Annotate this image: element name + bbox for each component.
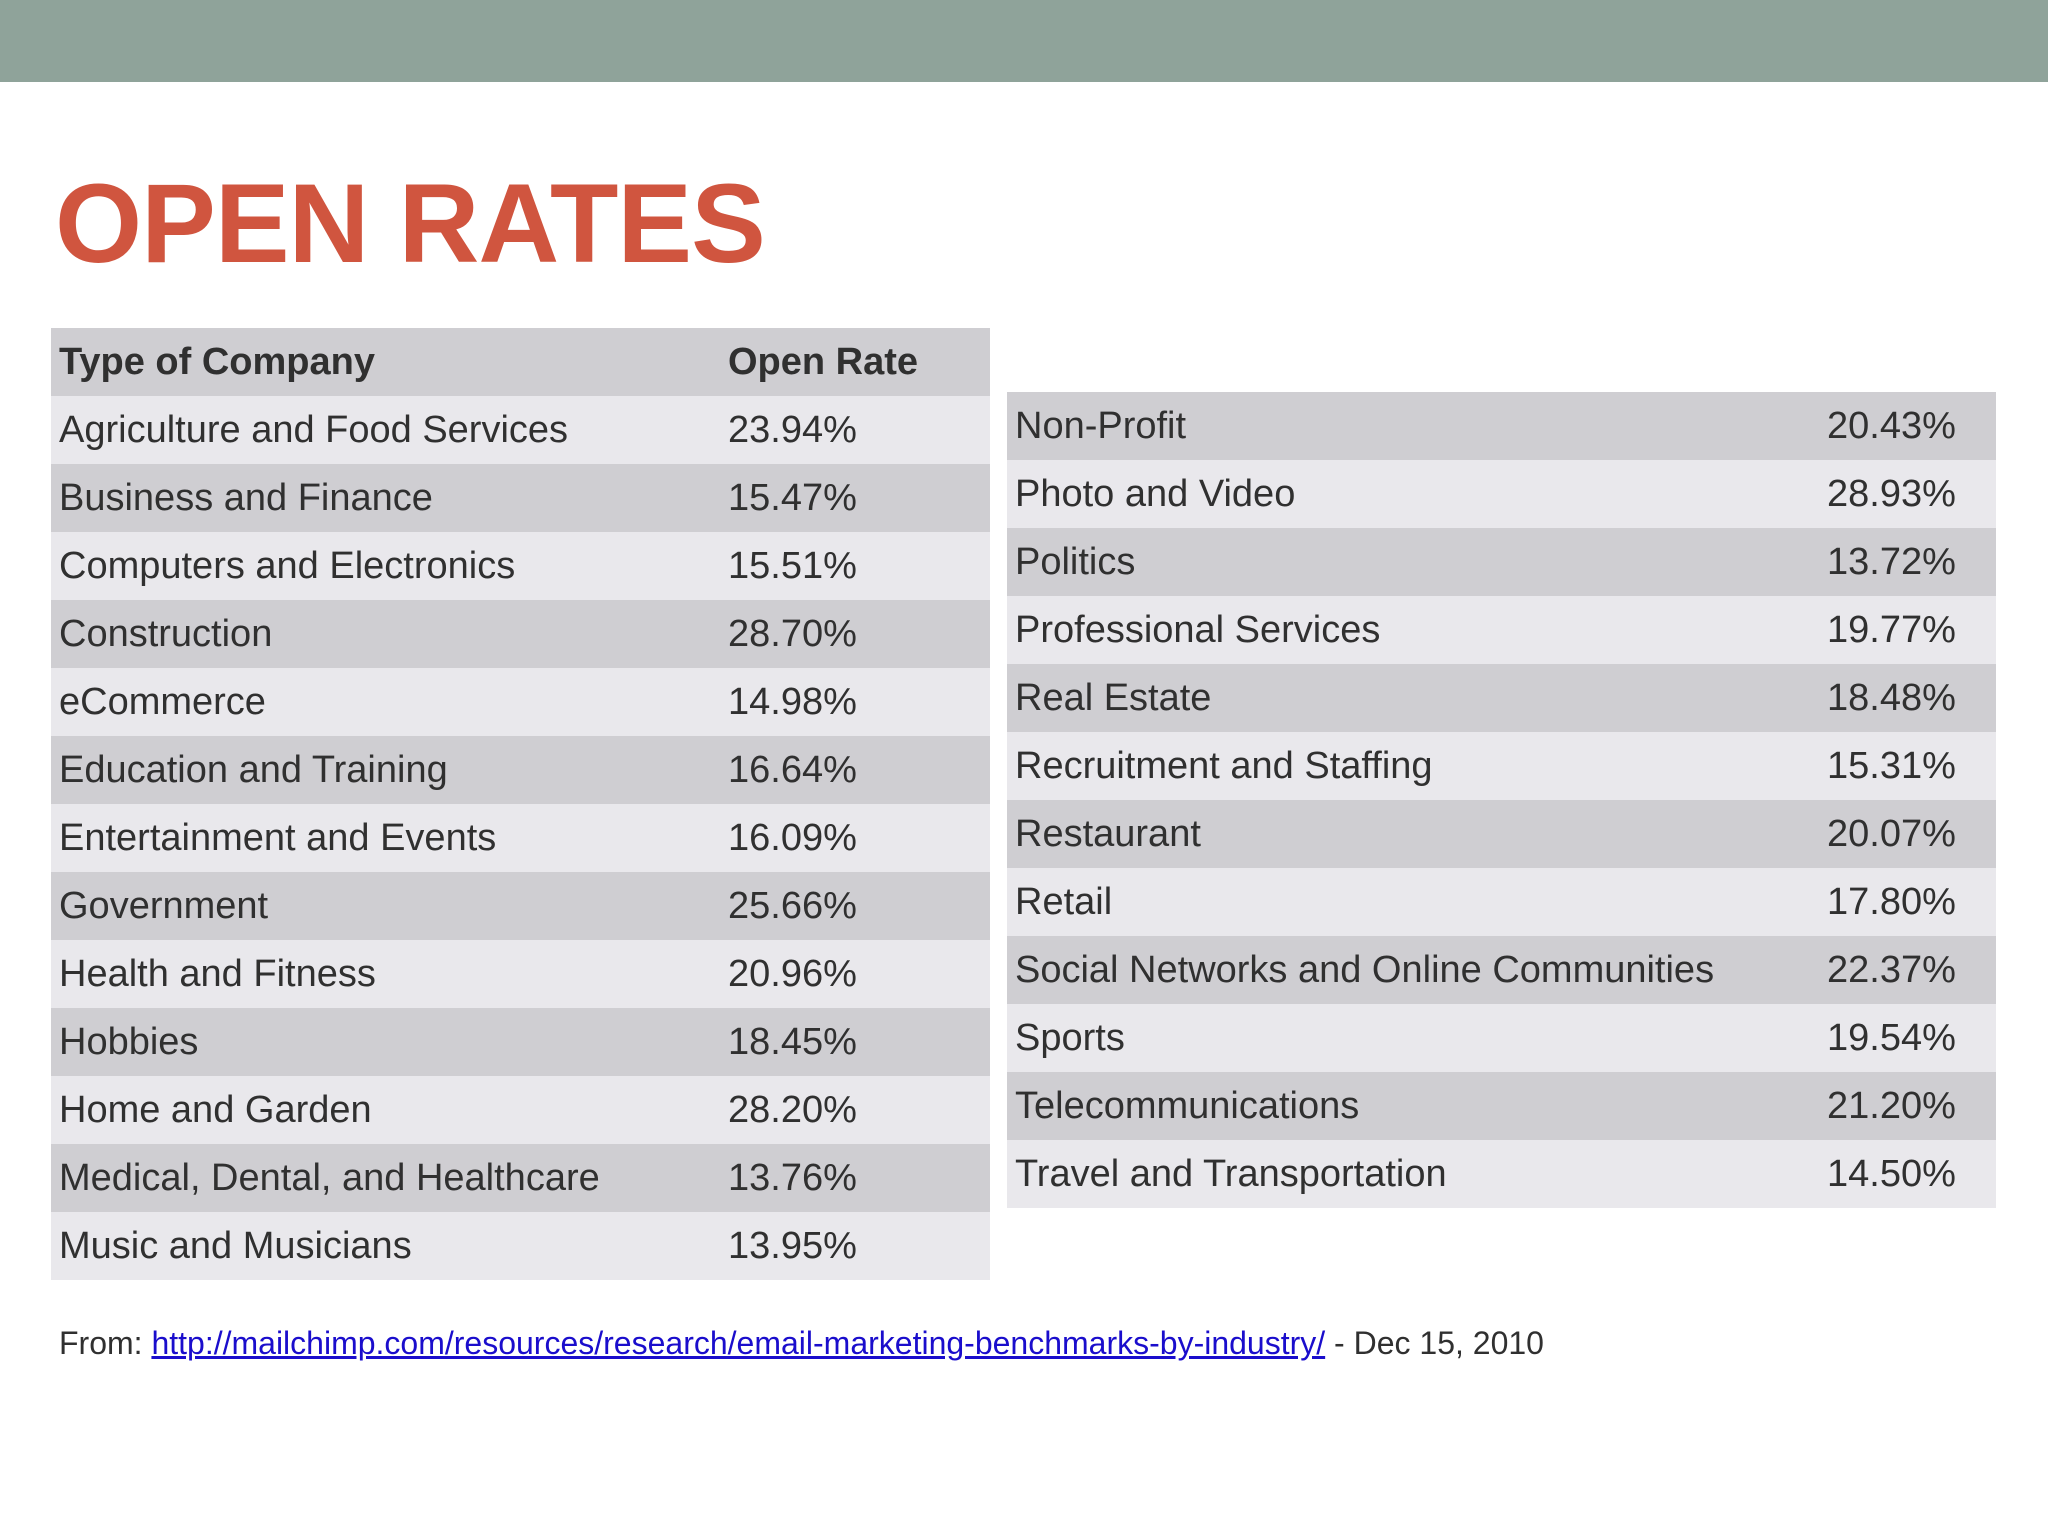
company-type-cell: Politics	[1007, 528, 1819, 596]
company-type-cell: Sports	[1007, 1004, 1819, 1072]
open-rate-cell: 17.80%	[1819, 868, 1996, 936]
open-rate-cell: 20.43%	[1819, 392, 1996, 460]
company-type-cell: Non-Profit	[1007, 392, 1819, 460]
company-type-cell: eCommerce	[51, 668, 720, 736]
source-date: - Dec 15, 2010	[1325, 1325, 1544, 1361]
open-rate-cell: 21.20%	[1819, 1072, 1996, 1140]
open-rate-cell: 15.51%	[720, 532, 990, 600]
open-rate-cell: 15.47%	[720, 464, 990, 532]
table-row: Business and Finance 15.47%	[51, 464, 990, 532]
open-rates-table-right: Non-Profit 20.43% Photo and Video 28.93% Pol…	[1007, 392, 1996, 1208]
table-header-row: Type of Company Open Rate	[51, 328, 990, 396]
open-rate-cell: 16.64%	[720, 736, 990, 804]
company-type-cell: Photo and Video	[1007, 460, 1819, 528]
company-type-cell: Music and Musicians	[51, 1212, 720, 1280]
open-rate-cell: 18.45%	[720, 1008, 990, 1076]
table-row: eCommerce 14.98%	[51, 668, 990, 736]
company-type-cell: Real Estate	[1007, 664, 1819, 732]
table-row: Construction 28.70%	[51, 600, 990, 668]
table-row: Real Estate 18.48%	[1007, 664, 1996, 732]
company-type-cell: Agriculture and Food Services	[51, 396, 720, 464]
company-type-cell: Travel and Transportation	[1007, 1140, 1819, 1208]
open-rate-cell: 28.70%	[720, 600, 990, 668]
table-row: Government 25.66%	[51, 872, 990, 940]
open-rate-cell: 25.66%	[720, 872, 990, 940]
table-row: Medical, Dental, and Healthcare 13.76%	[51, 1144, 990, 1212]
table-row: Retail 17.80%	[1007, 868, 1996, 936]
source-citation: From: http://mailchimp.com/resources/res…	[59, 1325, 1544, 1362]
company-type-cell: Retail	[1007, 868, 1819, 936]
company-type-cell: Education and Training	[51, 736, 720, 804]
slide-title: OPEN RATES	[55, 161, 766, 286]
open-rate-cell: 13.76%	[720, 1144, 990, 1212]
open-rate-cell: 23.94%	[720, 396, 990, 464]
open-rate-cell: 15.31%	[1819, 732, 1996, 800]
table-row: Home and Garden 28.20%	[51, 1076, 990, 1144]
table-row: Travel and Transportation 14.50%	[1007, 1140, 1996, 1208]
open-rates-table-left: Type of Company Open Rate Agriculture an…	[51, 328, 990, 1280]
source-prefix: From:	[59, 1325, 152, 1361]
company-type-cell: Telecommunications	[1007, 1072, 1819, 1140]
open-rate-cell: 18.48%	[1819, 664, 1996, 732]
top-band	[0, 0, 2048, 82]
table-row: Non-Profit 20.43%	[1007, 392, 1996, 460]
company-type-cell: Home and Garden	[51, 1076, 720, 1144]
table-row: Agriculture and Food Services 23.94%	[51, 396, 990, 464]
open-rate-cell: 13.72%	[1819, 528, 1996, 596]
open-rate-cell: 13.95%	[720, 1212, 990, 1280]
table-row: Restaurant 20.07%	[1007, 800, 1996, 868]
table-row: Photo and Video 28.93%	[1007, 460, 1996, 528]
company-type-cell: Health and Fitness	[51, 940, 720, 1008]
open-rate-cell: 14.50%	[1819, 1140, 1996, 1208]
table-row: Recruitment and Staffing 15.31%	[1007, 732, 1996, 800]
open-rate-cell: 28.93%	[1819, 460, 1996, 528]
open-rate-cell: 14.98%	[720, 668, 990, 736]
company-type-cell: Recruitment and Staffing	[1007, 732, 1819, 800]
header-open-rate: Open Rate	[720, 328, 990, 396]
open-rate-cell: 19.54%	[1819, 1004, 1996, 1072]
company-type-cell: Restaurant	[1007, 800, 1819, 868]
company-type-cell: Hobbies	[51, 1008, 720, 1076]
company-type-cell: Construction	[51, 600, 720, 668]
company-type-cell: Computers and Electronics	[51, 532, 720, 600]
table-row: Entertainment and Events 16.09%	[51, 804, 990, 872]
company-type-cell: Medical, Dental, and Healthcare	[51, 1144, 720, 1212]
table-row: Sports 19.54%	[1007, 1004, 1996, 1072]
company-type-cell: Government	[51, 872, 720, 940]
company-type-cell: Professional Services	[1007, 596, 1819, 664]
table-row: Computers and Electronics 15.51%	[51, 532, 990, 600]
table-row: Health and Fitness 20.96%	[51, 940, 990, 1008]
open-rate-cell: 28.20%	[720, 1076, 990, 1144]
table-row: Education and Training 16.64%	[51, 736, 990, 804]
table-row: Professional Services 19.77%	[1007, 596, 1996, 664]
company-type-cell: Business and Finance	[51, 464, 720, 532]
table-row: Politics 13.72%	[1007, 528, 1996, 596]
table-row: Telecommunications 21.20%	[1007, 1072, 1996, 1140]
open-rate-cell: 19.77%	[1819, 596, 1996, 664]
source-link[interactable]: http://mailchimp.com/resources/research/…	[151, 1325, 1326, 1361]
open-rate-cell: 20.07%	[1819, 800, 1996, 868]
open-rate-cell: 16.09%	[720, 804, 990, 872]
table-row: Social Networks and Online Communities 22…	[1007, 936, 1996, 1004]
table-row: Music and Musicians 13.95%	[51, 1212, 990, 1280]
open-rate-cell: 22.37%	[1819, 936, 1996, 1004]
header-type-of-company: Type of Company	[51, 328, 720, 396]
table-row: Hobbies 18.45%	[51, 1008, 990, 1076]
open-rate-cell: 20.96%	[720, 940, 990, 1008]
company-type-cell: Social Networks and Online Communities	[1007, 936, 1819, 1004]
company-type-cell: Entertainment and Events	[51, 804, 720, 872]
